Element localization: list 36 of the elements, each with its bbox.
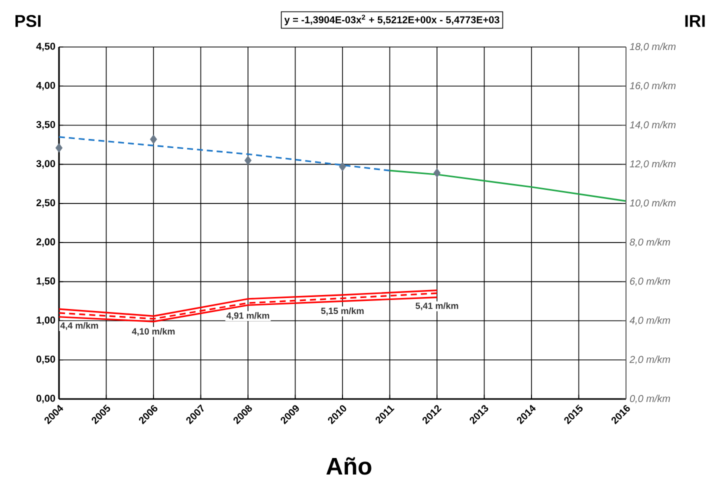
y-tick-label: 3,00 — [36, 160, 56, 169]
data-label: 5,15 m/km — [321, 307, 364, 316]
y-tick-label: 4,50 — [36, 42, 56, 52]
y-tick-label: 4,00 — [36, 82, 56, 90]
y2-tick-label: 2,0 m/km — [629, 356, 670, 364]
y-tick-label: 1,50 — [36, 277, 56, 286]
y-tick-label: 0,00 — [36, 394, 56, 404]
line-series — [58, 136, 391, 172]
y2-tick-label: 4,0 m/km — [630, 316, 670, 326]
y2-tick-label: 18,0 m/km — [630, 42, 676, 52]
x-axis-title: Año — [326, 457, 372, 475]
text: y = -1,3904E-03x$^{2}$ + 5,5212E+00x - 5,4773E+03 — [284, 14, 500, 26]
y2-tick-label: 10,0 m/km — [630, 199, 676, 208]
y-tick-label: 0,50 — [36, 356, 56, 364]
data-label: 4,10 m/km — [132, 328, 175, 336]
y2-tick-label: 0,0 m/km — [630, 394, 670, 404]
y2-tick-label: 6,0 m/km — [630, 277, 670, 286]
y2-tick-label: 12,0 m/km — [630, 160, 676, 169]
y-tick-label: 1,00 — [36, 316, 56, 326]
y-tick-label: 2,00 — [36, 238, 56, 247]
y-tick-label: 2,50 — [36, 199, 56, 208]
y2-tick-label: 16,0 m/km — [630, 82, 676, 90]
y2-tick-label: 14,0 m/km — [630, 120, 676, 130]
data-label: 4,91 m/km — [226, 312, 270, 320]
point — [55, 143, 63, 153]
point — [433, 168, 441, 178]
line-series — [388, 170, 627, 202]
point — [338, 162, 346, 172]
y2-tick-label: 8,0 m/km — [630, 238, 670, 247]
point — [150, 134, 158, 144]
y-axis-title: PSI — [15, 14, 41, 27]
y-tick-label: 3,50 — [36, 120, 56, 130]
y2-axis-title: IRI — [685, 15, 705, 27]
data-label: 4,4 m/km — [60, 322, 98, 330]
point — [244, 156, 252, 166]
data-label: 5,41 m/km — [416, 302, 458, 310]
